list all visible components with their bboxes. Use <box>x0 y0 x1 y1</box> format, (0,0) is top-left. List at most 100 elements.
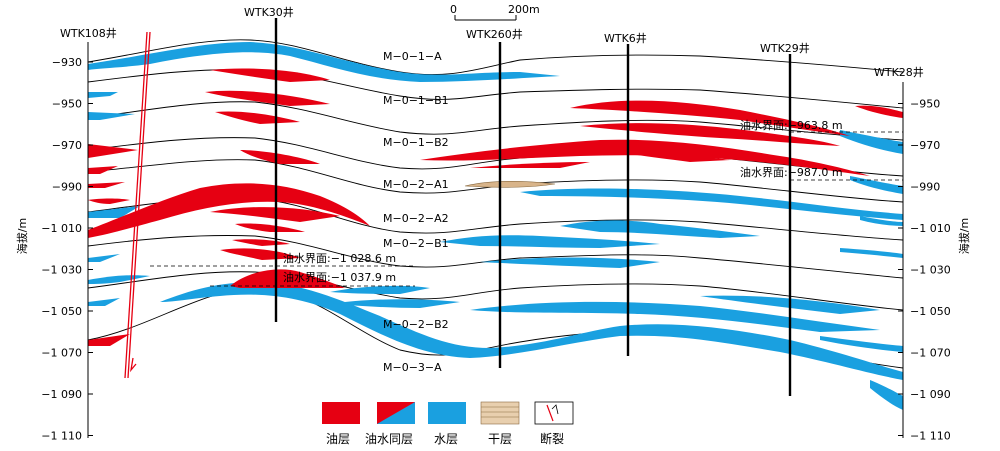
boundary-line <box>87 101 904 141</box>
oil-layer <box>235 223 305 232</box>
well-label-wtk30: WTK30井 <box>244 5 294 19</box>
owc-label: 油水界面:−1 037.9 m <box>283 270 396 284</box>
well-label-wtk260: WTK260井 <box>466 27 523 41</box>
fault-arrow <box>129 357 137 373</box>
legend-swatch-water <box>428 402 466 424</box>
right-tick-label: −1 070 <box>910 347 951 360</box>
scale-bar <box>454 15 517 21</box>
right-tick-label: −1 030 <box>910 264 951 277</box>
legend-swatch-dry <box>480 401 520 425</box>
oil-layer <box>88 182 125 188</box>
layer-label: M−0−1−B2 <box>383 136 449 149</box>
well-label-wtk28: WTK28井 <box>874 65 924 79</box>
oil-layer <box>88 166 118 174</box>
oil-layer <box>88 198 130 204</box>
layer-label: M−0−2−A1 <box>383 178 449 191</box>
right-tick-label: −1 050 <box>910 305 951 318</box>
water-layer <box>480 257 660 268</box>
oil-layer <box>230 269 345 288</box>
legend-swatch-oil <box>322 402 360 424</box>
left-tick-label: −990 <box>52 181 82 194</box>
oil-layer <box>470 162 590 168</box>
boundary-line <box>87 39 904 76</box>
water-layer <box>330 299 460 308</box>
owc-label: 油水界面:−987.0 m <box>740 165 843 179</box>
owc-lines <box>150 131 903 287</box>
water-layer <box>840 248 903 258</box>
oil-layer <box>210 68 330 82</box>
axis-label-right: 海拔/m <box>957 218 971 254</box>
left-tick-label: −950 <box>52 98 82 111</box>
owc-label: 油水界面:−1 028.6 m <box>283 251 396 265</box>
water-layer <box>88 112 135 120</box>
water-layer <box>560 220 760 238</box>
water-layer <box>88 275 150 284</box>
well-bores <box>274 18 792 396</box>
scale-bar-start: 0 <box>450 3 457 16</box>
right-tick-label: −1 090 <box>910 388 951 401</box>
water-layer <box>440 235 660 248</box>
layer-label: M−0−3−A <box>383 361 442 374</box>
dry-layer <box>464 180 556 188</box>
boundary-line <box>87 235 904 279</box>
legend-swatch-fault-arrow <box>551 404 559 415</box>
right-tick-label: −1 110 <box>910 430 951 443</box>
water-layer <box>520 188 903 220</box>
water-layer <box>870 380 903 410</box>
right-tick-label: −970 <box>910 139 940 152</box>
right-tick-label: −950 <box>910 98 940 111</box>
water-layer <box>470 301 880 332</box>
left-tick-label: −1 050 <box>41 305 82 318</box>
left-tick-label: −1 010 <box>41 222 82 235</box>
left-tick-label: −1 090 <box>41 388 82 401</box>
water-layer <box>88 42 560 82</box>
water-layer <box>88 206 140 218</box>
water-layer <box>860 216 903 226</box>
layer-labels: M−0−1−A M−0−1−B1 M−0−1−B2 M−0−2−A1 M−0−2… <box>383 50 449 374</box>
fault-line <box>124 31 148 379</box>
oil-layer <box>205 90 330 106</box>
owc-labels: 油水界面:−963.8 m 油水界面:−987.0 m 油水界面:−1 028.… <box>283 118 843 284</box>
legend-label-oilwater: 油水同层 <box>365 432 413 446</box>
well-label-wtk29: WTK29井 <box>760 41 810 55</box>
scale-bar-end: 200m <box>508 3 540 16</box>
water-layer <box>330 285 430 294</box>
left-ticks: −930 −950 −970 −990 −1 010 −1 030 −1 050 −1 070… <box>41 56 93 443</box>
boundary-line <box>87 271 904 311</box>
right-tick-label: −990 <box>910 181 940 194</box>
left-tick-label: −970 <box>52 139 82 152</box>
oil-layer <box>88 183 370 238</box>
boundary-line <box>87 159 904 203</box>
left-tick-label: −1 070 <box>41 347 82 360</box>
water-layer <box>840 130 903 154</box>
water-layer <box>88 298 120 306</box>
legend: 油层 油水同层 水层 干层 断裂 <box>322 401 574 446</box>
water-layer <box>88 254 120 262</box>
left-tick-label: −1 030 <box>41 264 82 277</box>
water-layer <box>160 282 903 380</box>
oil-layer <box>215 111 300 124</box>
well-label-wtk6: WTK6井 <box>604 31 647 45</box>
layer-label: M−0−2−B1 <box>383 237 449 250</box>
owc-label: 油水界面:−963.8 m <box>740 118 843 132</box>
oil-layer <box>88 334 130 346</box>
fault-line <box>127 31 151 379</box>
layer-label: M−0−2−B2 <box>383 318 449 331</box>
legend-swatch-dry-bg <box>480 401 520 425</box>
water-layer <box>820 336 903 352</box>
layer-label: M−0−2−A2 <box>383 212 449 225</box>
right-ticks: −950 −970 −990 −1 010 −1 030 −1 050 −1 070 −1 0… <box>898 98 951 443</box>
oil-layer <box>88 144 138 158</box>
oil-layer <box>420 139 870 176</box>
legend-swatch-oilwater <box>377 402 415 424</box>
legend-label-water: 水层 <box>434 432 458 446</box>
well-label-wtk108: WTK108井 <box>60 26 117 40</box>
oil-layer <box>855 105 903 118</box>
legend-swatch-fault <box>534 401 574 425</box>
left-tick-label: −1 110 <box>41 430 82 443</box>
right-tick-label: −1 010 <box>910 222 951 235</box>
left-tick-label: −930 <box>52 56 82 69</box>
water-layers <box>88 42 903 410</box>
oil-layer <box>620 152 730 162</box>
